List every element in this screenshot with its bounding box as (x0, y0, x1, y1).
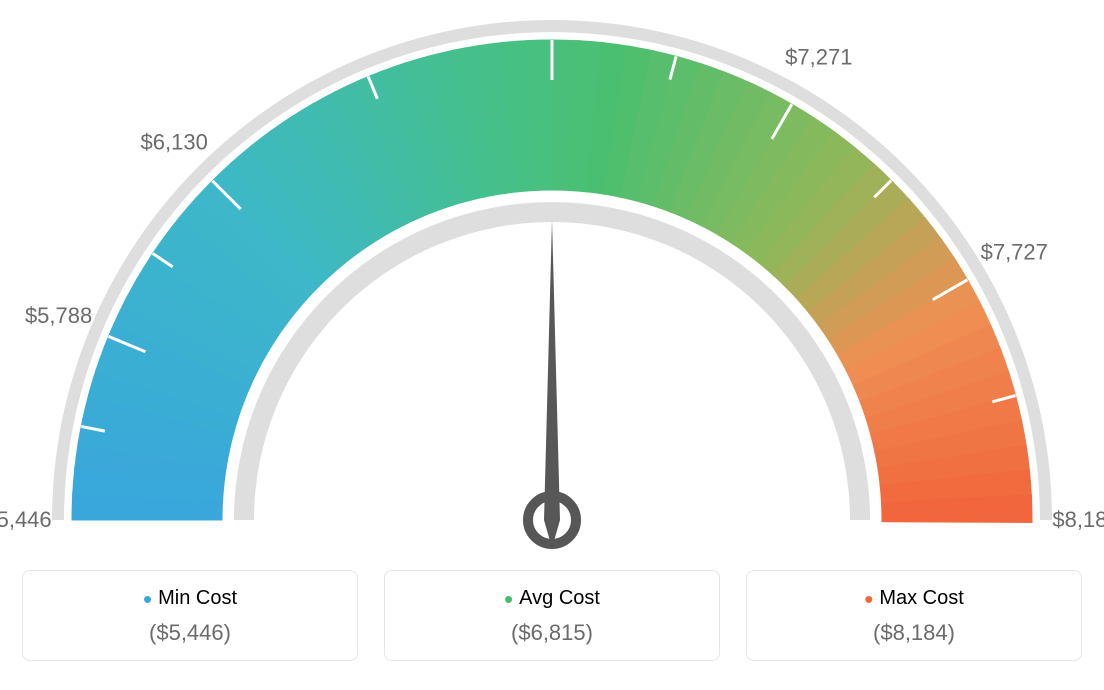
gauge-svg: $5,446$5,788$6,130$6,815$7,271$7,727$8,1… (0, 0, 1104, 560)
legend-card-max: •Max Cost ($8,184) (746, 570, 1082, 661)
dot-icon: • (504, 584, 513, 614)
legend-value-max: ($8,184) (757, 620, 1071, 646)
legend-card-avg: •Avg Cost ($6,815) (384, 570, 720, 661)
tick-label: $7,727 (981, 240, 1048, 265)
legend-title-avg: •Avg Cost (395, 587, 709, 610)
dot-icon: • (864, 584, 873, 614)
tick-label: $7,271 (785, 44, 852, 69)
legend-title-max: •Max Cost (757, 587, 1071, 610)
legend-value-min: ($5,446) (33, 620, 347, 646)
tick-label: $5,446 (0, 507, 52, 532)
legend-label: Min Cost (158, 587, 237, 609)
tick-label: $6,130 (141, 130, 208, 155)
legend-row: •Min Cost ($5,446) •Avg Cost ($6,815) •M… (22, 570, 1082, 661)
legend-card-min: •Min Cost ($5,446) (22, 570, 358, 661)
tick-label: $8,184 (1052, 507, 1104, 532)
legend-label: Max Cost (879, 587, 963, 609)
cost-gauge-chart: $5,446$5,788$6,130$6,815$7,271$7,727$8,1… (0, 0, 1104, 560)
legend-value-avg: ($6,815) (395, 620, 709, 646)
legend-label: Avg Cost (519, 587, 600, 609)
tick-label: $5,788 (25, 303, 92, 328)
legend-title-min: •Min Cost (33, 587, 347, 610)
dot-icon: • (143, 584, 152, 614)
